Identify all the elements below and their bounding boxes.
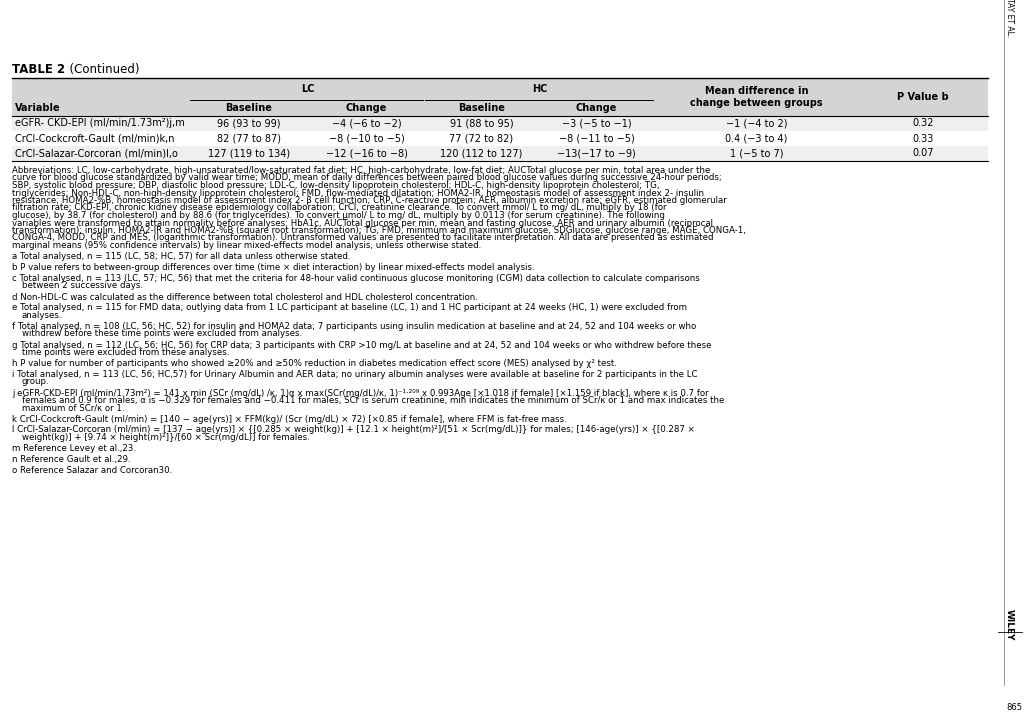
Text: Variable: Variable: [15, 103, 60, 113]
Text: 0.4 (−3 to 4): 0.4 (−3 to 4): [725, 133, 787, 143]
Text: 77 (72 to 82): 77 (72 to 82): [450, 133, 514, 143]
Text: Change: Change: [575, 103, 617, 113]
Text: 96 (93 to 99): 96 (93 to 99): [217, 118, 281, 128]
Text: withdrew before these time points were excluded from analyses.: withdrew before these time points were e…: [22, 329, 302, 338]
Text: WILEY: WILEY: [1005, 609, 1014, 641]
Text: females and 0.9 for males, α is −0.329 for females and −0.411 for males, SCr is : females and 0.9 for males, α is −0.329 f…: [22, 396, 724, 405]
Text: analyses.: analyses.: [22, 311, 62, 320]
Text: 0.32: 0.32: [912, 118, 934, 128]
Text: e Total analysed, n = 115 for FMD data; outlying data from 1 LC participant at b: e Total analysed, n = 115 for FMD data; …: [12, 304, 687, 312]
Text: −8 (−10 to −5): −8 (−10 to −5): [329, 133, 404, 143]
Text: 82 (77 to 87): 82 (77 to 87): [217, 133, 281, 143]
Text: g Total analysed, n = 112 (LC, 56; HC, 56) for CRP data; 3 participants with CRP: g Total analysed, n = 112 (LC, 56; HC, 5…: [12, 340, 712, 350]
Text: k CrCl-Cockcroft-Gault (ml/min) = [140 − age(yrs)] × FFM(kg)/ (Scr (mg/dL) × 72): k CrCl-Cockcroft-Gault (ml/min) = [140 −…: [12, 415, 566, 423]
Text: Baseline: Baseline: [225, 103, 272, 113]
Text: Baseline: Baseline: [458, 103, 505, 113]
Text: l CrCl-Salazar-Corcoran (ml/min) = [137 − age(yrs)] × {[0.285 × weight(kg)] + [1: l CrCl-Salazar-Corcoran (ml/min) = [137 …: [12, 425, 695, 435]
Text: (Continued): (Continued): [62, 63, 139, 76]
Text: HC: HC: [532, 84, 548, 94]
Text: −1 (−4 to 2): −1 (−4 to 2): [726, 118, 787, 128]
Bar: [12, 131, 988, 146]
Text: 120 (112 to 127): 120 (112 to 127): [440, 149, 522, 159]
Text: 91 (88 to 95): 91 (88 to 95): [450, 118, 513, 128]
Text: TABLE 2: TABLE 2: [12, 63, 66, 76]
Bar: [12, 146, 988, 161]
Text: c Total analysed, n = 113 (LC, 57; HC, 56) that met the criteria for 48-hour val: c Total analysed, n = 113 (LC, 57; HC, 5…: [12, 274, 699, 283]
Text: 127 (119 to 134): 127 (119 to 134): [208, 149, 290, 159]
Text: group.: group.: [22, 378, 49, 386]
Text: LC: LC: [301, 84, 314, 94]
Text: between 2 successive days.: between 2 successive days.: [22, 281, 143, 291]
Text: glucose), by 38.7 (for cholesterol) and by 88.6 (for triglycerides). To convert : glucose), by 38.7 (for cholesterol) and …: [12, 211, 665, 220]
Text: h P value for number of participants who showed ≥20% and ≥50% reduction in diabe: h P value for number of participants who…: [12, 359, 616, 368]
Text: curve for blood glucose standardized by valid wear time; MODD, mean of daily dif: curve for blood glucose standardized by …: [12, 174, 722, 182]
Text: resistance; HOMA2-%B, homeostasis model of assessment index 2- β cell function; : resistance; HOMA2-%B, homeostasis model …: [12, 196, 727, 205]
Text: −12 (−16 to −8): −12 (−16 to −8): [326, 149, 408, 159]
Text: CrCl-Salazar-Corcoran (ml/min)l,o: CrCl-Salazar-Corcoran (ml/min)l,o: [15, 149, 178, 159]
Text: CONGA-4, MODD, CRP and MES, (logarithmic transformation). Untransformed values a: CONGA-4, MODD, CRP and MES, (logarithmic…: [12, 234, 714, 242]
Text: n Reference Gault et al.,29.: n Reference Gault et al.,29.: [12, 455, 131, 464]
Text: i Total analysed, n = 113 (LC, 56; HC,57) for Urinary Albumin and AER data; no u: i Total analysed, n = 113 (LC, 56; HC,57…: [12, 370, 697, 379]
Text: Mean difference in
change between groups: Mean difference in change between groups: [690, 87, 823, 108]
Text: b P value refers to between-group differences over time (time × diet interaction: b P value refers to between-group differ…: [12, 263, 535, 272]
Text: P Value b: P Value b: [897, 92, 949, 102]
Bar: [12, 78, 988, 116]
Text: maximum of SCr/κ or 1.: maximum of SCr/κ or 1.: [22, 404, 125, 412]
Text: Change: Change: [346, 103, 387, 113]
Text: SBP, systolic blood pressure; DBP, diastolic blood pressure; LDL-C, low-density : SBP, systolic blood pressure; DBP, diast…: [12, 181, 659, 190]
Text: −4 (−6 to −2): −4 (−6 to −2): [332, 118, 401, 128]
Text: f Total analysed, n = 108 (LC, 56; HC, 52) for insulin and HOMA2 data; 7 partici: f Total analysed, n = 108 (LC, 56; HC, 5…: [12, 322, 696, 331]
Text: transformation); insulin, HOMA2-IR and HOMA2-%B (square root transformation); TG: transformation); insulin, HOMA2-IR and H…: [12, 226, 745, 235]
Text: TAY ET AL.: TAY ET AL.: [1005, 0, 1014, 37]
Text: time points were excluded from these analyses.: time points were excluded from these ana…: [22, 348, 229, 357]
Text: triglycerides; Non-HDL-C, non-high-density lipoprotein cholesterol; FMD, flow-me: triglycerides; Non-HDL-C, non-high-densi…: [12, 188, 705, 198]
Text: j eGFR-CKD-EPI (ml/min/1.73m²) = 141 x min (SCr (mg/dL) /κ, 1)α x max(SCr(mg/dL): j eGFR-CKD-EPI (ml/min/1.73m²) = 141 x m…: [12, 389, 709, 397]
Bar: [12, 116, 988, 131]
Text: 0.07: 0.07: [912, 149, 934, 159]
Text: weight(kg)] + [9.74 × height(m)²]}/[60 × Scr(mg/dL)] for females.: weight(kg)] + [9.74 × height(m)²]}/[60 ×…: [22, 433, 309, 442]
Text: m Reference Levey et al.,23.: m Reference Levey et al.,23.: [12, 444, 136, 453]
Text: CrCl-Cockcroft-Gault (ml/min)k,n: CrCl-Cockcroft-Gault (ml/min)k,n: [15, 133, 174, 143]
Text: 0.33: 0.33: [912, 133, 934, 143]
Text: −3 (−5 to −1): −3 (−5 to −1): [562, 118, 632, 128]
Text: 1 (−5 to 7): 1 (−5 to 7): [730, 149, 783, 159]
Text: variables were transformed to attain normality before analyses: HbA1c, AUCTotal : variables were transformed to attain nor…: [12, 218, 713, 228]
Text: filtration rate; CKD-EPI, chronic kidney disease epidemiology collaboration; CrC: filtration rate; CKD-EPI, chronic kidney…: [12, 203, 667, 213]
Text: d Non-HDL-C was calculated as the difference between total cholesterol and HDL c: d Non-HDL-C was calculated as the differ…: [12, 293, 478, 301]
Text: o Reference Salazar and Corcoran30.: o Reference Salazar and Corcoran30.: [12, 466, 172, 475]
Text: a Total analysed, n = 115 (LC, 58; HC, 57) for all data unless otherwise stated.: a Total analysed, n = 115 (LC, 58; HC, 5…: [12, 252, 350, 261]
Text: Abbreviations: LC, low-carbohydrate, high-unsaturated/low-saturated fat diet; HC: Abbreviations: LC, low-carbohydrate, hig…: [12, 166, 711, 175]
Text: marginal means (95% confidence intervals) by linear mixed-effects model analysis: marginal means (95% confidence intervals…: [12, 241, 481, 250]
Text: eGFR- CKD-EPI (ml/min/1.73m²)j,m: eGFR- CKD-EPI (ml/min/1.73m²)j,m: [15, 118, 184, 128]
Text: −8 (−11 to −5): −8 (−11 to −5): [559, 133, 635, 143]
Text: 865: 865: [1006, 703, 1022, 712]
Text: −13(−17 to −9): −13(−17 to −9): [557, 149, 636, 159]
